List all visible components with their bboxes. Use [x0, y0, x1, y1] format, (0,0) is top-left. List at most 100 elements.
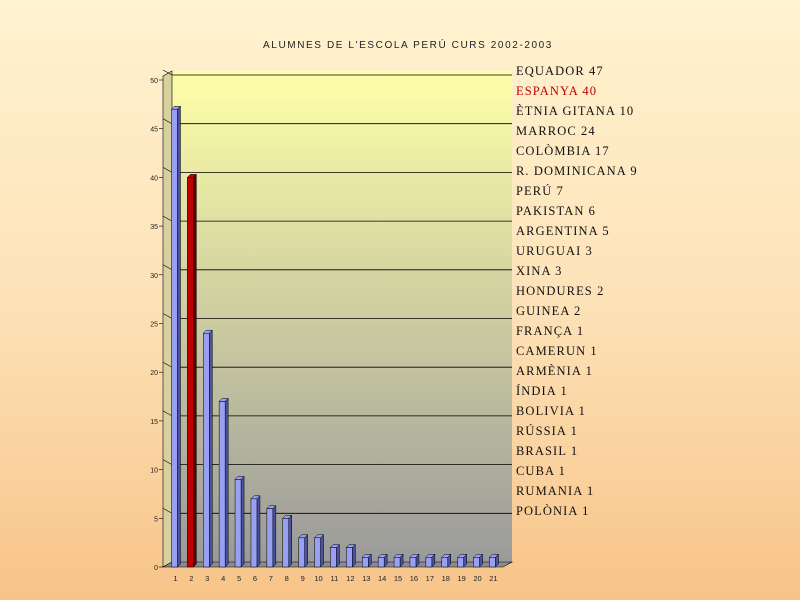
gridline-wall [162, 215, 173, 222]
bar-top [313, 534, 325, 539]
bar-top [472, 554, 484, 558]
bar-front [441, 557, 448, 568]
x-tick-label: 15 [394, 574, 402, 583]
bar-17 [425, 553, 436, 568]
bar-side [352, 543, 356, 568]
x-tick-label: 10 [314, 574, 322, 583]
legend: EQUADOR 47 ESPANYA 40 ÈTNIA GITANA 10 MARRO… [516, 61, 638, 521]
legend-entry: PERÚ 7 [516, 184, 564, 198]
bar-side [240, 475, 245, 568]
x-tick-label: 1 [173, 574, 177, 583]
y-tick-label: 10 [150, 468, 158, 475]
bar-front [473, 557, 480, 568]
y-tick-label: 25 [150, 322, 158, 329]
bar-16 [409, 553, 420, 568]
bar-front [425, 557, 433, 568]
bar-top [266, 505, 277, 509]
legend-entry: CAMERUN 1 [516, 344, 598, 358]
bar-front [282, 518, 289, 568]
bar-front [457, 557, 464, 568]
x-tick-label: 20 [473, 574, 481, 583]
x-tick-label: 8 [285, 574, 289, 583]
bar-18 [441, 553, 452, 568]
legend-entry: ARMÈNIA 1 [516, 364, 593, 378]
legend-entry: XINA 3 [516, 264, 563, 278]
bar-top [393, 554, 404, 558]
bar-side [288, 514, 292, 568]
bar-top [409, 554, 420, 558]
legend-entry: HONDURES 2 [516, 284, 605, 298]
x-tick-label: 11 [331, 574, 339, 583]
y-tick-label: 45 [150, 127, 158, 134]
legend-entry: ÈTNIA GITANA 10 [516, 104, 635, 118]
bar-front [171, 108, 178, 568]
bar-front [187, 177, 194, 568]
y-tick-label: 35 [150, 224, 158, 231]
plot-area-back [172, 71, 512, 562]
bar-top [425, 554, 436, 558]
y-tick-label: 50 [150, 78, 158, 85]
bar-21 [488, 553, 500, 568]
bar-top [234, 476, 245, 480]
bar-front [362, 557, 369, 568]
bar-front [234, 479, 242, 568]
x-tick-label: 18 [442, 574, 450, 583]
plot-area-side-wall [162, 70, 173, 568]
y-axis-ticks: 0 5 10 15 20 25 30 35 40 45 50 [150, 78, 163, 572]
legend-entry: BOLIVIA 1 [516, 404, 586, 418]
legend-entry: EQUADOR 47 [516, 64, 604, 78]
x-tick-label: 12 [346, 574, 354, 583]
bar-14 [377, 553, 388, 568]
bar-side [272, 504, 277, 568]
bar-12 [345, 543, 356, 568]
x-axis-ticks: 1 2 3 4 5 6 7 8 9 10 11 12 13 14 15 16 17 18 19 20 21 [173, 574, 497, 583]
bar-side [177, 105, 181, 568]
bar-20 [472, 553, 484, 568]
legend-entry: RÚSSIA 1 [516, 424, 578, 438]
bar-front [409, 557, 417, 568]
legend-entry: MARROC 24 [516, 124, 596, 138]
bar-side [209, 329, 213, 568]
bar-front [377, 557, 385, 568]
bar-front [203, 332, 210, 568]
legend-entry: ARGENTINA 5 [516, 224, 610, 238]
bar-top [345, 544, 356, 548]
bar-side [256, 495, 261, 568]
legend-entry: ESPANYA 40 [516, 84, 598, 98]
bar-top [329, 544, 341, 548]
bar-front [489, 557, 496, 568]
bar-6 [250, 495, 261, 568]
bar-front [250, 498, 258, 568]
bar-10 [313, 534, 325, 568]
gridline-wall [162, 264, 173, 271]
bar-top [441, 554, 452, 558]
x-tick-label: 7 [269, 574, 273, 583]
gridline-wall [162, 167, 173, 173]
legend-entry: RUMANIA 1 [516, 484, 595, 498]
x-tick-label: 5 [237, 574, 241, 583]
legend-entry: GUINEA 2 [516, 304, 582, 318]
bar-front [346, 547, 353, 568]
legend-entry: R. DOMINICANA 9 [516, 164, 638, 178]
bar-2 [186, 173, 197, 568]
bars [170, 105, 500, 568]
bar-side [336, 543, 340, 568]
bar-3 [202, 329, 213, 568]
legend-entry: URUGUAI 3 [516, 244, 593, 258]
bar-side [193, 173, 197, 568]
legend-entry: FRANÇA 1 [516, 324, 585, 338]
gridline-wall [162, 410, 173, 417]
legend-entry: BRASIL 1 [516, 444, 579, 458]
gridline-wall [162, 69, 173, 76]
bar-13 [361, 553, 372, 568]
bar-side [224, 397, 229, 568]
legend-entry: POLÒNIA 1 [516, 504, 590, 518]
bar-5 [234, 475, 245, 568]
y-tick-label: 5 [154, 516, 158, 523]
x-tick-label: 16 [410, 574, 418, 583]
gridline-wall [162, 313, 173, 319]
bar-top [298, 534, 309, 539]
y-tick-label: 20 [150, 370, 158, 377]
bar-side [304, 534, 308, 568]
bar-top [377, 554, 388, 558]
